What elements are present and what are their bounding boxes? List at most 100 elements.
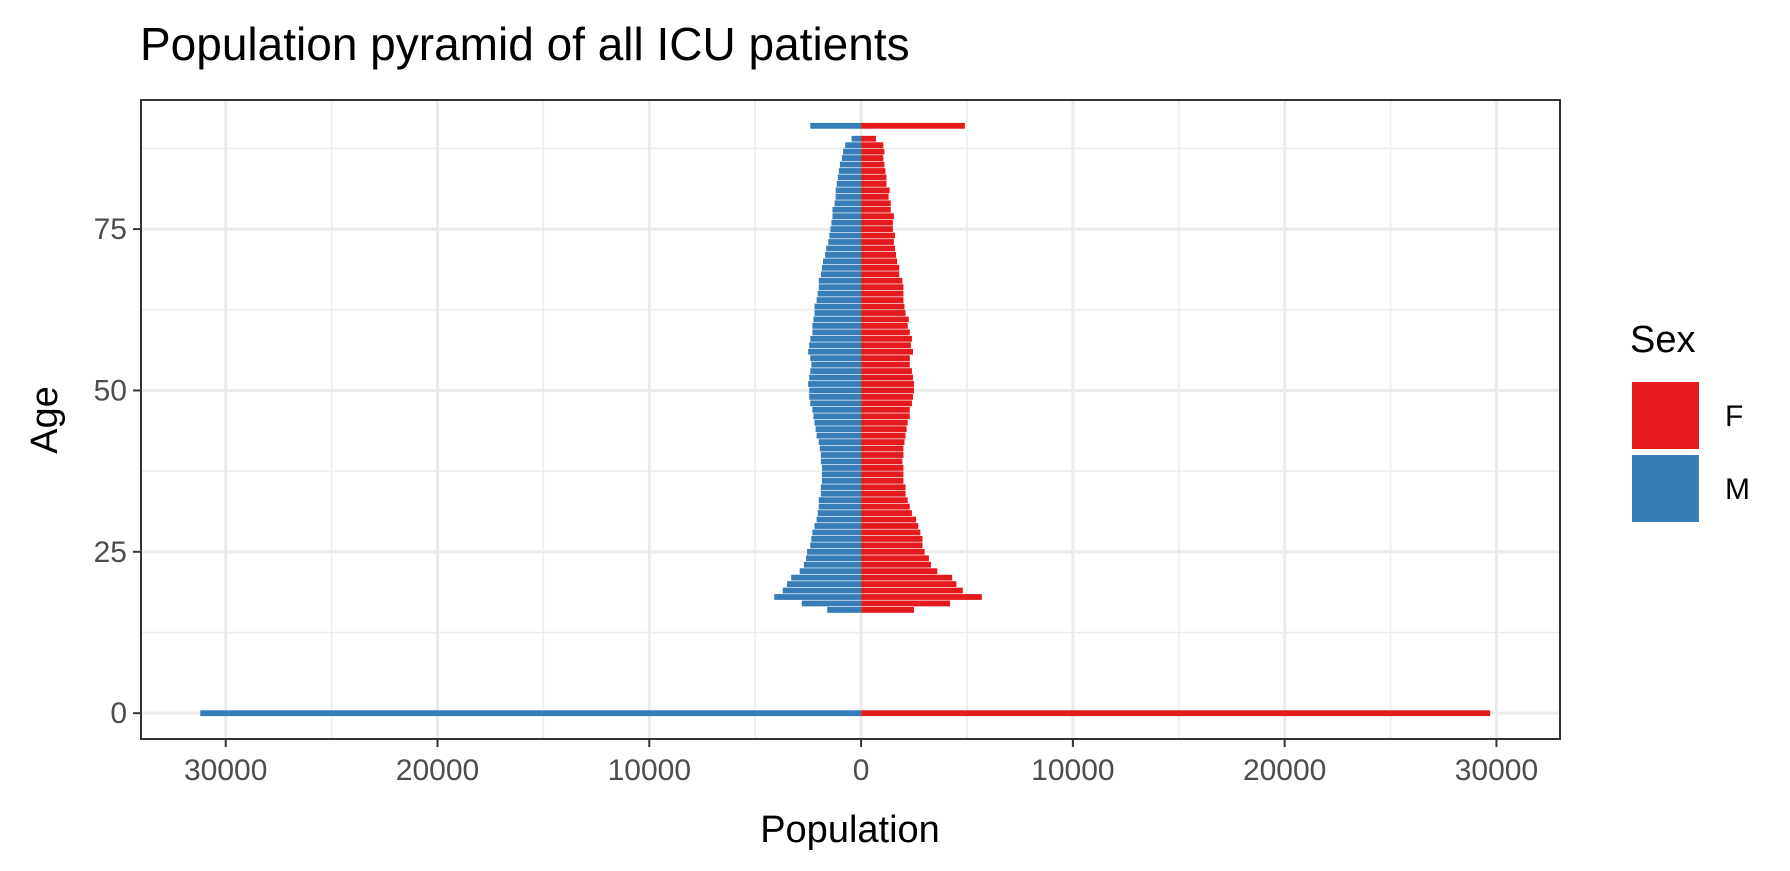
bar-f-age-24: [861, 555, 929, 562]
bar-f-age-69: [861, 264, 900, 271]
legend-title: Sex: [1630, 319, 1695, 361]
bar-f-age-76: [861, 219, 893, 226]
bar-f-age-26: [861, 542, 923, 549]
bar-m-age-43: [816, 432, 862, 439]
bar-f-age-71: [861, 252, 897, 258]
bar-f-age-82: [861, 181, 887, 187]
bar-m-age-39: [820, 458, 862, 465]
bar-f-age-28: [861, 529, 921, 536]
bar-f-age-79: [861, 200, 891, 207]
bar-f-age-57: [861, 342, 911, 349]
bar-m-age-46: [813, 413, 862, 420]
legend-label-f: F: [1725, 400, 1743, 433]
bar-f-age-37: [861, 471, 904, 478]
bar-m-age-54: [811, 361, 862, 368]
bar-f-age-86: [861, 155, 884, 161]
bar-f-age-20: [861, 581, 957, 587]
bar-f-age-83: [861, 174, 887, 181]
bar-f-age-63: [861, 303, 905, 310]
bar-m-age-38: [821, 465, 862, 471]
bar-f-age-51: [861, 381, 915, 387]
bar-m-age-65: [817, 290, 862, 297]
bar-f-age-72: [861, 245, 895, 252]
bar-m-age-63: [814, 303, 862, 310]
bar-f-age-29: [861, 523, 919, 529]
bar-f-age-58: [861, 335, 912, 342]
x-tick-label: 0: [853, 754, 870, 787]
bar-m-age-70: [822, 258, 862, 265]
bar-m-age-86: [842, 155, 862, 161]
bar-f-age-49: [861, 394, 913, 400]
bar-f-age-41: [861, 445, 904, 452]
bar-m-age-47: [812, 406, 862, 413]
bar-m-age-49: [809, 394, 862, 400]
x-axis-title: Population: [760, 809, 940, 851]
bar-m-age-68: [820, 271, 862, 278]
bar-f-age-47: [861, 406, 910, 413]
bar-m-age-44: [815, 426, 862, 433]
bar-f-age-40: [861, 452, 904, 458]
bar-f-age-61: [861, 316, 909, 323]
bar-m-age-18: [774, 594, 862, 600]
bar-m-age-89: [851, 135, 862, 142]
bar-f-age-52: [861, 374, 913, 381]
legend-key-m: [1632, 455, 1699, 522]
bar-m-age-21: [791, 574, 862, 581]
bar-f-age-80: [861, 193, 889, 200]
bar-f-age-65: [861, 290, 904, 297]
bar-m-age-51: [808, 381, 862, 387]
bar-m-age-72: [826, 245, 862, 252]
bar-f-age-22: [861, 568, 938, 575]
bar-f-age-88: [861, 142, 884, 149]
grid-lines: [141, 100, 1560, 739]
bar-f-age-43: [861, 432, 906, 439]
bar-m-age-36: [821, 477, 862, 484]
bar-f-age-81: [861, 187, 890, 194]
bar-m-age-30: [816, 516, 862, 523]
bar-m-age-48: [810, 400, 862, 407]
bar-f-age-60: [861, 323, 908, 329]
x-tick-label: 20000: [1243, 754, 1326, 787]
bar-f-age-70: [861, 258, 898, 265]
bar-m-age-41: [819, 445, 862, 452]
bar-m-age-0: [200, 710, 862, 717]
bar-m-age-20: [786, 581, 862, 587]
bar-f-age-19: [861, 587, 963, 594]
chart-title: Population pyramid of all ICU patients: [140, 18, 910, 70]
bar-m-age-77: [832, 213, 862, 220]
bar-f-age-48: [861, 400, 912, 407]
bar-f-age-75: [861, 226, 893, 232]
bar-m-age-32: [818, 503, 862, 510]
bar-m-age-23: [803, 561, 862, 568]
bar-m-age-75: [830, 226, 862, 232]
bar-f-age-78: [861, 206, 891, 213]
bar-f-age-54: [861, 361, 910, 368]
bar-f-age-74: [861, 232, 895, 239]
bar-f-age-87: [861, 148, 885, 155]
bar-m-age-57: [809, 342, 862, 349]
bar-m-age-60: [812, 323, 862, 329]
bar-m-age-25: [807, 548, 862, 555]
bar-f-age-77: [861, 213, 894, 220]
bar-m-age-66: [818, 284, 862, 291]
bar-m-age-42: [818, 439, 862, 445]
bar-f-age-85: [861, 161, 885, 168]
bar-m-age-67: [818, 277, 862, 284]
bar-f-age-66: [861, 284, 904, 291]
bar-m-age-69: [821, 264, 862, 271]
bar-f-age-59: [861, 329, 910, 336]
bar-m-age-91: [810, 122, 862, 129]
bar-f-age-42: [861, 439, 905, 445]
legend-label-m: M: [1725, 473, 1750, 506]
bar-f-age-62: [861, 310, 906, 316]
bar-m-age-26: [810, 542, 862, 549]
y-tick-label: 50: [94, 374, 127, 407]
y-axis: 0 25 50 75: [94, 213, 141, 730]
bar-m-age-34: [820, 490, 862, 497]
y-tick-label: 25: [94, 536, 127, 569]
bar-f-age-36: [861, 477, 904, 484]
bar-m-age-29: [814, 523, 862, 529]
bar-m-age-84: [838, 168, 862, 174]
bars: [200, 122, 1491, 717]
